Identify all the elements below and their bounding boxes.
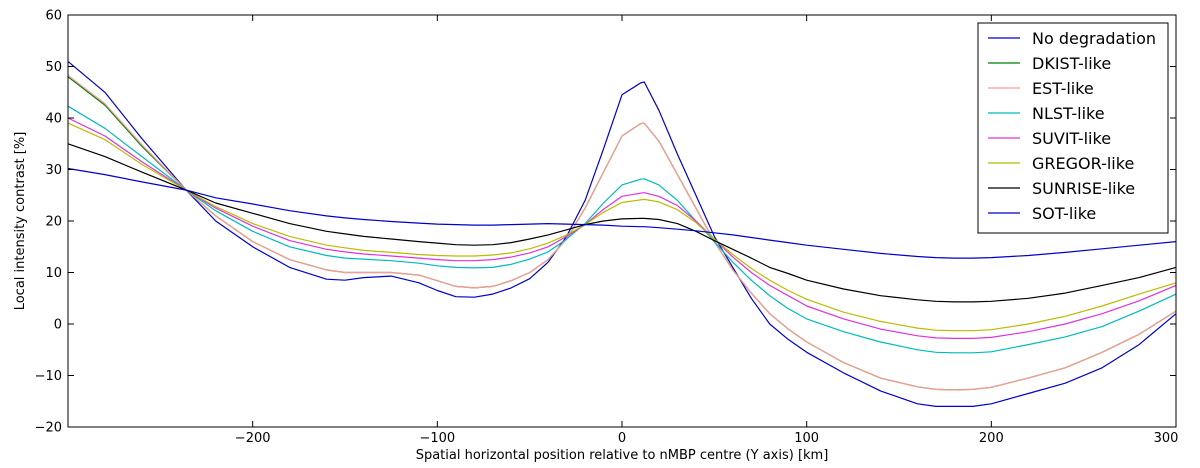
y-tick-label: 60 (45, 9, 62, 24)
x-axis: −200 −100 0 100 200 300 (235, 15, 1179, 446)
y-tick-label: 10 (45, 266, 62, 281)
series-line-6 (67, 143, 1177, 303)
x-tick-label: 0 (618, 431, 626, 446)
y-tick-label: 20 (45, 215, 62, 230)
legend-label: No degradation (1032, 29, 1156, 48)
legend-label: SUVIT-like (1032, 129, 1111, 148)
series-line-2 (67, 74, 1177, 391)
legend: No degradation DKIST-like EST-like NLST-lik… (977, 22, 1169, 234)
x-axis-label: Spatial horizontal position relative to … (416, 448, 829, 463)
legend-label: DKIST-like (1032, 54, 1111, 73)
y-tick-label: 0 (54, 318, 62, 333)
y-tick-label: 50 (45, 60, 62, 75)
series-line-5 (67, 122, 1177, 332)
x-tick-label: 100 (794, 431, 819, 446)
series-line-7 (67, 167, 1177, 259)
y-axis-label: Local intensity contrast [%] (13, 132, 28, 311)
y-axis: −20 −10 0 10 20 30 40 50 60 (35, 9, 1176, 436)
y-tick-label: 40 (45, 112, 62, 127)
legend-box (977, 22, 1169, 234)
y-tick-label: 30 (45, 163, 62, 178)
legend-label: EST-like (1032, 79, 1094, 98)
legend-label: GREGOR-like (1032, 154, 1134, 173)
series-line-3 (67, 105, 1177, 354)
legend-label: SOT-like (1032, 204, 1096, 223)
series-line-4 (67, 117, 1177, 339)
x-tick-label: 200 (979, 431, 1004, 446)
y-tick-label: −20 (35, 421, 62, 436)
x-tick-label: −200 (235, 431, 271, 446)
series-line-0 (67, 60, 1177, 407)
x-tick-label: 300 (1154, 431, 1179, 446)
legend-label: SUNRISE-like (1032, 179, 1135, 198)
series-lines (67, 60, 1177, 407)
legend-label: NLST-like (1032, 104, 1105, 123)
y-tick-label: −10 (35, 369, 62, 384)
x-tick-label: −100 (419, 431, 455, 446)
